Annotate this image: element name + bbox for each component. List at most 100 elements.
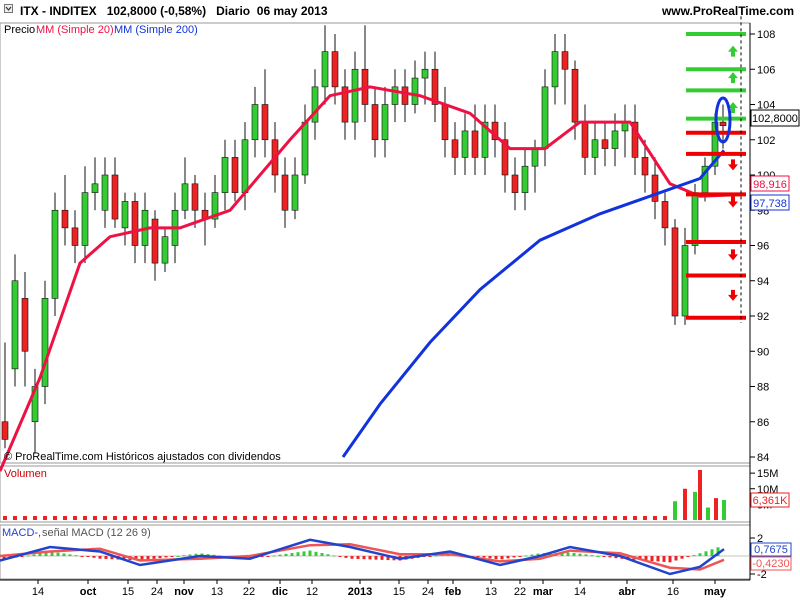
macd-histogram-bar <box>320 553 324 556</box>
macd-histogram-bar <box>302 551 306 556</box>
macd-histogram-bar <box>284 553 288 556</box>
candle-body <box>161 236 169 264</box>
macd-histogram-bar <box>434 555 438 557</box>
macd-histogram-bar <box>146 556 150 560</box>
candle-body <box>461 130 469 158</box>
volume-bar <box>613 516 617 520</box>
macd-histogram-bar <box>344 556 348 558</box>
macd-histogram-bar <box>182 555 186 557</box>
macd-histogram-bar <box>212 554 216 556</box>
macd-histogram-bar <box>698 553 702 556</box>
candle-body <box>211 192 219 220</box>
macd-histogram-bar <box>524 555 528 557</box>
volume-bar <box>706 507 710 520</box>
mm20-tag-text: 98,916 <box>753 179 787 191</box>
macd-histogram-bar <box>368 556 372 560</box>
volume-bar <box>323 516 327 520</box>
macd-histogram-bar <box>62 553 66 556</box>
volume-bar <box>523 516 527 520</box>
volume-tag: 6,361K <box>750 492 790 508</box>
ticker: ITX - INDITEX <box>20 4 97 18</box>
macd-histogram-bar <box>32 554 36 556</box>
volume-bar <box>693 491 697 520</box>
price-tick-label: 90 <box>757 346 769 358</box>
volume-bar <box>493 516 497 520</box>
volume-bar <box>3 516 7 520</box>
last-price: 102,8000 (-0,58%) <box>106 4 207 18</box>
macd-histogram-bar <box>530 554 534 556</box>
candle-body <box>371 104 379 141</box>
macd-histogram-bar <box>488 556 492 559</box>
candle-body <box>301 121 309 176</box>
price-tick-label: 88 <box>757 382 769 394</box>
macd-histogram-bar <box>56 552 60 556</box>
macd-label-b: señal MACD (12 26 9) <box>42 527 151 539</box>
volume-bar <box>593 516 597 520</box>
site-link[interactable]: www.ProRealTime.com <box>661 4 794 18</box>
volume-bar <box>383 516 387 520</box>
macd-histogram-bar <box>362 556 366 560</box>
macd-histogram-bar <box>578 553 582 556</box>
last-price-tag: 102,8000 <box>750 109 800 127</box>
time-tick-label: 24 <box>422 586 434 598</box>
macd-histogram-bar <box>80 556 84 557</box>
candle-body <box>691 192 699 246</box>
candle-body <box>11 280 19 370</box>
volume-bar <box>503 516 507 520</box>
candle-body <box>521 165 529 193</box>
macd-histogram-bar <box>500 556 504 560</box>
volume-bar <box>573 516 577 520</box>
candle-body <box>281 174 289 211</box>
macd-value-tag: 0,7675 <box>750 542 792 557</box>
volume-bar <box>333 516 337 520</box>
signal-line <box>0 543 725 571</box>
candle-body <box>571 68 579 123</box>
time-tick-label: feb <box>445 586 462 598</box>
candle-body <box>251 104 259 141</box>
candle-body <box>81 192 89 246</box>
candle-body <box>651 174 659 202</box>
candles <box>1 25 727 454</box>
time-tick-label: mar <box>533 586 554 598</box>
volume-bar <box>403 516 407 520</box>
volume-bar <box>213 516 217 520</box>
candle-body <box>401 86 409 105</box>
volume-bar <box>463 516 467 520</box>
price-tick-label: 84 <box>757 452 769 464</box>
macd-histogram-bar <box>164 556 168 558</box>
volume-bar <box>623 516 627 520</box>
candle-body <box>311 86 319 123</box>
moving-averages <box>0 85 746 472</box>
volume-bar <box>223 516 227 520</box>
macd-histogram-bar <box>680 556 684 559</box>
collapse-icon[interactable] <box>4 4 13 13</box>
mm20-line <box>0 85 746 472</box>
volume-bar <box>73 516 77 520</box>
volume-bar <box>423 516 427 520</box>
macd-histogram-bar <box>380 556 384 560</box>
macd-histogram-bar <box>26 555 30 557</box>
candle-body <box>351 68 359 123</box>
levels <box>686 16 746 324</box>
time-tick-label: 22 <box>243 586 255 598</box>
macd-histogram-bar <box>74 555 78 557</box>
volume-bar <box>553 516 557 520</box>
candle-body <box>51 209 59 299</box>
volume-bar <box>293 516 297 520</box>
volume-bar <box>33 516 37 520</box>
macd-histogram-bar <box>476 556 480 557</box>
macd-histogram-bar <box>122 556 126 560</box>
candle-body <box>421 68 429 79</box>
macd-histogram-bar <box>200 553 204 556</box>
volume-bar <box>473 516 477 520</box>
signal-value-tag: -0,4230 <box>750 556 792 571</box>
macd-histogram-bar <box>308 550 312 556</box>
up-arrow-icon <box>728 72 738 84</box>
volume-bar <box>93 516 97 520</box>
macd: 2 -2 <box>0 533 767 581</box>
volume-bar <box>133 516 137 520</box>
candle-body <box>541 86 549 149</box>
macd-histogram-bar <box>710 549 714 556</box>
macd-histogram-bar <box>506 556 510 559</box>
